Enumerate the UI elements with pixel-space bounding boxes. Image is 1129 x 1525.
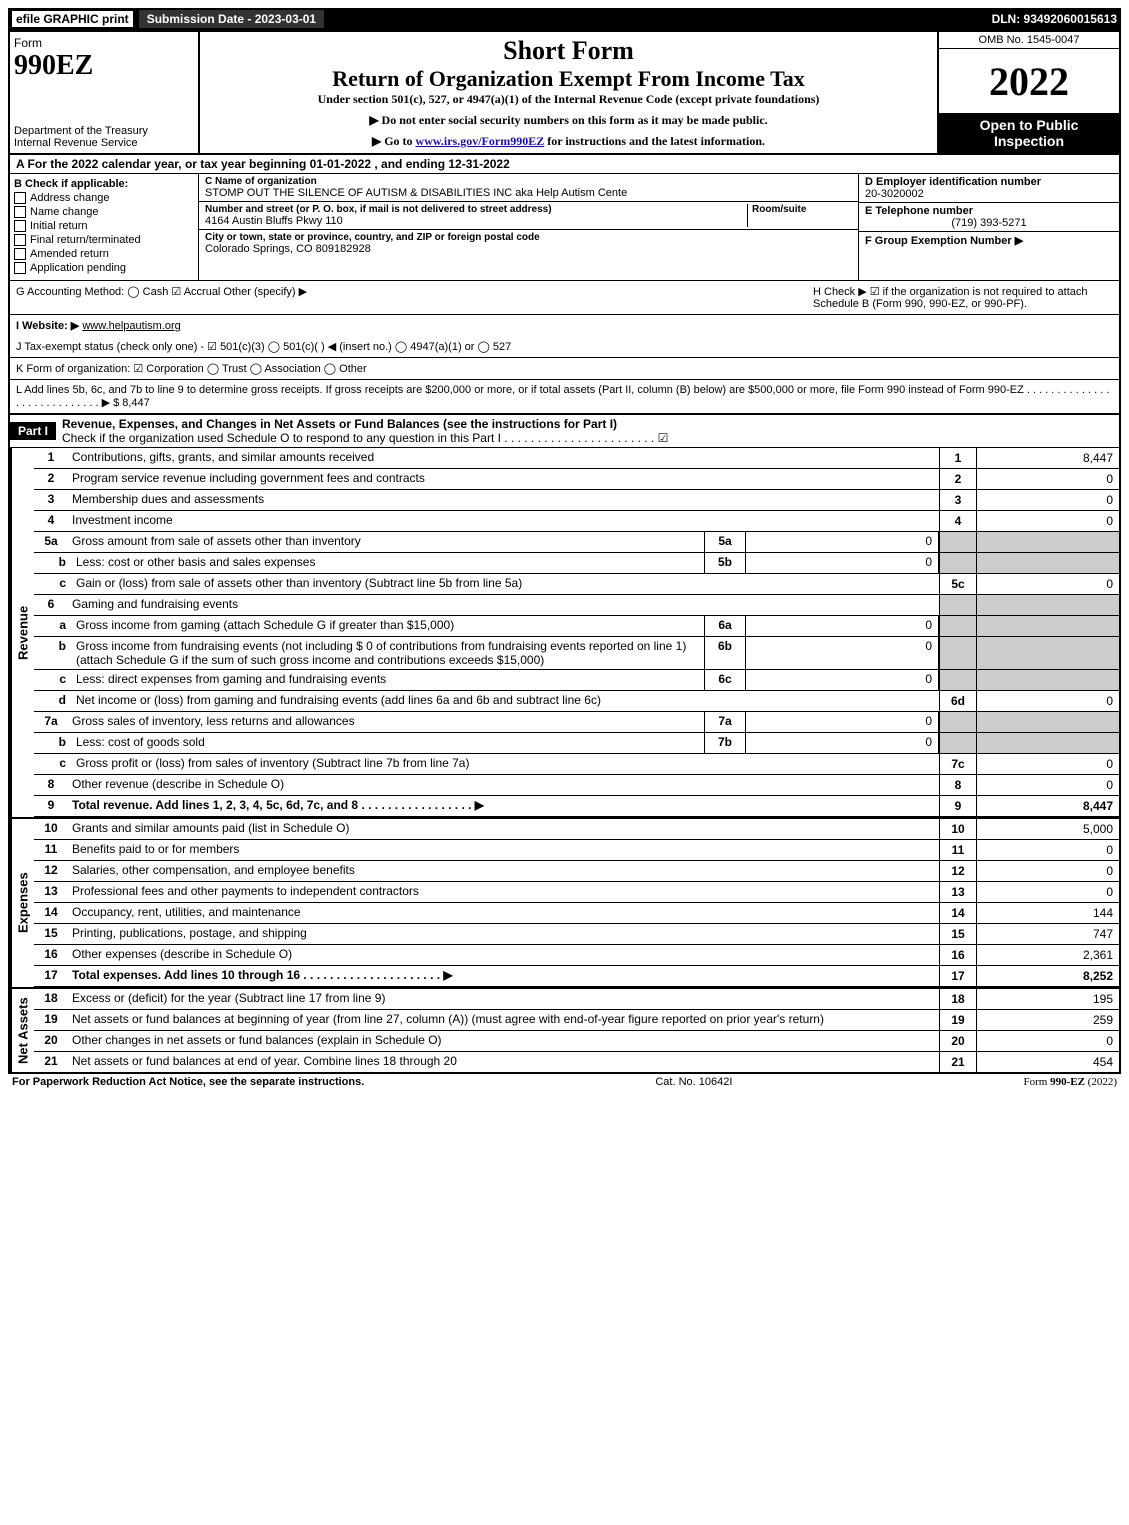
line-8: 8Other revenue (describe in Schedule O)8… (34, 775, 1119, 796)
check-name-change[interactable]: Name change (14, 206, 194, 218)
section-i: I Website: ▶ www.helpautism.org (10, 315, 1119, 336)
side-revenue: Revenue (10, 448, 34, 817)
section-j: J Tax-exempt status (check only one) - ☑… (10, 336, 1119, 358)
form-number: 990EZ (14, 50, 194, 82)
telephone-label: E Telephone number (865, 205, 1113, 217)
col-b-checkboxes: B Check if applicable: Address change Na… (10, 174, 199, 280)
check-final-return[interactable]: Final return/terminated (14, 234, 194, 246)
submission-date: Submission Date - 2023-03-01 (139, 10, 324, 28)
ein-label: D Employer identification number (865, 176, 1113, 188)
line-17: 17Total expenses. Add lines 10 through 1… (34, 966, 1119, 987)
side-net-assets: Net Assets (10, 989, 34, 1072)
line-6c: cLess: direct expenses from gaming and f… (34, 670, 1119, 691)
org-name: STOMP OUT THE SILENCE OF AUTISM & DISABI… (205, 187, 852, 199)
check-initial-return[interactable]: Initial return (14, 220, 194, 232)
side-expenses: Expenses (10, 819, 34, 987)
part-1-header: Part I Revenue, Expenses, and Changes in… (10, 414, 1119, 448)
schedule-b-check: H Check ▶ ☑ if the organization is not r… (813, 285, 1113, 310)
line-6b: bGross income from fundraising events (n… (34, 637, 1119, 670)
form-word: Form (14, 36, 194, 50)
line-1: 1Contributions, gifts, grants, and simil… (34, 448, 1119, 469)
line-7b: bLess: cost of goods sold7b0 (34, 733, 1119, 754)
check-amended-return[interactable]: Amended return (14, 248, 194, 260)
city-state-zip: Colorado Springs, CO 809182928 (205, 243, 852, 255)
form-header: Form 990EZ Department of the Treasury In… (10, 32, 1119, 155)
telephone-value: (719) 393-5271 (865, 217, 1113, 229)
line-5a: 5aGross amount from sale of assets other… (34, 532, 1119, 553)
line-9: 9Total revenue. Add lines 1, 2, 3, 4, 5c… (34, 796, 1119, 817)
section-b-c-d: B Check if applicable: Address change Na… (10, 174, 1119, 281)
part-1-label: Part I (10, 422, 56, 440)
line-18: 18Excess or (deficit) for the year (Subt… (34, 989, 1119, 1010)
col-d-e-f: D Employer identification number 20-3020… (858, 174, 1119, 280)
line-6a: aGross income from gaming (attach Schedu… (34, 616, 1119, 637)
accounting-method: G Accounting Method: ◯ Cash ☑ Accrual Ot… (16, 285, 813, 298)
line-21: 21Net assets or fund balances at end of … (34, 1052, 1119, 1072)
street-label: Number and street (or P. O. box, if mail… (205, 204, 747, 215)
form-990ez: Form 990EZ Department of the Treasury In… (8, 30, 1121, 1074)
efile-print[interactable]: efile GRAPHIC print (12, 11, 133, 27)
line-14: 14Occupancy, rent, utilities, and mainte… (34, 903, 1119, 924)
dln: DLN: 93492060015613 (992, 12, 1117, 26)
section-l: L Add lines 5b, 6c, and 7b to line 9 to … (10, 380, 1119, 414)
department: Department of the Treasury Internal Reve… (14, 125, 194, 149)
form-ref: Form 990-EZ (2022) (1023, 1076, 1117, 1088)
check-application-pending[interactable]: Application pending (14, 262, 194, 274)
ssn-note: ▶ Do not enter social security numbers o… (208, 113, 929, 128)
cat-no: Cat. No. 10642I (655, 1076, 732, 1088)
col-b-header: B Check if applicable: (14, 178, 194, 190)
part-1-title: Revenue, Expenses, and Changes in Net As… (62, 417, 617, 431)
ein-value: 20-3020002 (865, 188, 1113, 200)
form-title: Return of Organization Exempt From Incom… (208, 66, 929, 92)
open-to-public: Open to Public Inspection (939, 113, 1119, 153)
line-20: 20Other changes in net assets or fund ba… (34, 1031, 1119, 1052)
org-name-label: C Name of organization (205, 176, 852, 187)
under-section: Under section 501(c), 527, or 4947(a)(1)… (208, 92, 929, 107)
line-2: 2Program service revenue including gover… (34, 469, 1119, 490)
website-url[interactable]: www.helpautism.org (82, 320, 180, 332)
section-k: K Form of organization: ☑ Corporation ◯ … (10, 358, 1119, 380)
line-16: 16Other expenses (describe in Schedule O… (34, 945, 1119, 966)
part-1-check: Check if the organization used Schedule … (62, 431, 668, 445)
line-7c: cGross profit or (loss) from sales of in… (34, 754, 1119, 775)
line-6: 6Gaming and fundraising events (34, 595, 1119, 616)
line-5c: cGain or (loss) from sale of assets othe… (34, 574, 1119, 595)
short-form-title: Short Form (208, 36, 929, 66)
city-label: City or town, state or province, country… (205, 232, 852, 243)
check-address-change[interactable]: Address change (14, 192, 194, 204)
paperwork-notice: For Paperwork Reduction Act Notice, see … (12, 1076, 364, 1088)
omb-number: OMB No. 1545-0047 (939, 32, 1119, 49)
line-6d: dNet income or (loss) from gaming and fu… (34, 691, 1119, 712)
footer: For Paperwork Reduction Act Notice, see … (8, 1074, 1121, 1090)
line-11: 11Benefits paid to or for members110 (34, 840, 1119, 861)
line-10: 10Grants and similar amounts paid (list … (34, 819, 1119, 840)
website-label: I Website: ▶ (16, 320, 79, 332)
street-address: 4164 Austin Bluffs Pkwy 110 (205, 215, 747, 227)
line-4: 4Investment income40 (34, 511, 1119, 532)
row-a-tax-year: A For the 2022 calendar year, or tax yea… (10, 155, 1119, 174)
group-exemption-label: F Group Exemption Number ▶ (865, 234, 1113, 247)
goto-note: ▶ Go to www.irs.gov/Form990EZ for instru… (208, 134, 929, 149)
col-c-org-info: C Name of organization STOMP OUT THE SIL… (199, 174, 858, 280)
line-12: 12Salaries, other compensation, and empl… (34, 861, 1119, 882)
section-g-h: G Accounting Method: ◯ Cash ☑ Accrual Ot… (10, 281, 1119, 315)
line-5b: bLess: cost or other basis and sales exp… (34, 553, 1119, 574)
line-15: 15Printing, publications, postage, and s… (34, 924, 1119, 945)
line-3: 3Membership dues and assessments30 (34, 490, 1119, 511)
irs-link[interactable]: www.irs.gov/Form990EZ (416, 134, 545, 148)
line-7a: 7aGross sales of inventory, less returns… (34, 712, 1119, 733)
tax-year: 2022 (939, 49, 1119, 113)
room-suite-label: Room/suite (752, 204, 852, 215)
topbar: efile GRAPHIC print Submission Date - 20… (8, 8, 1121, 30)
line-13: 13Professional fees and other payments t… (34, 882, 1119, 903)
line-19: 19Net assets or fund balances at beginni… (34, 1010, 1119, 1031)
